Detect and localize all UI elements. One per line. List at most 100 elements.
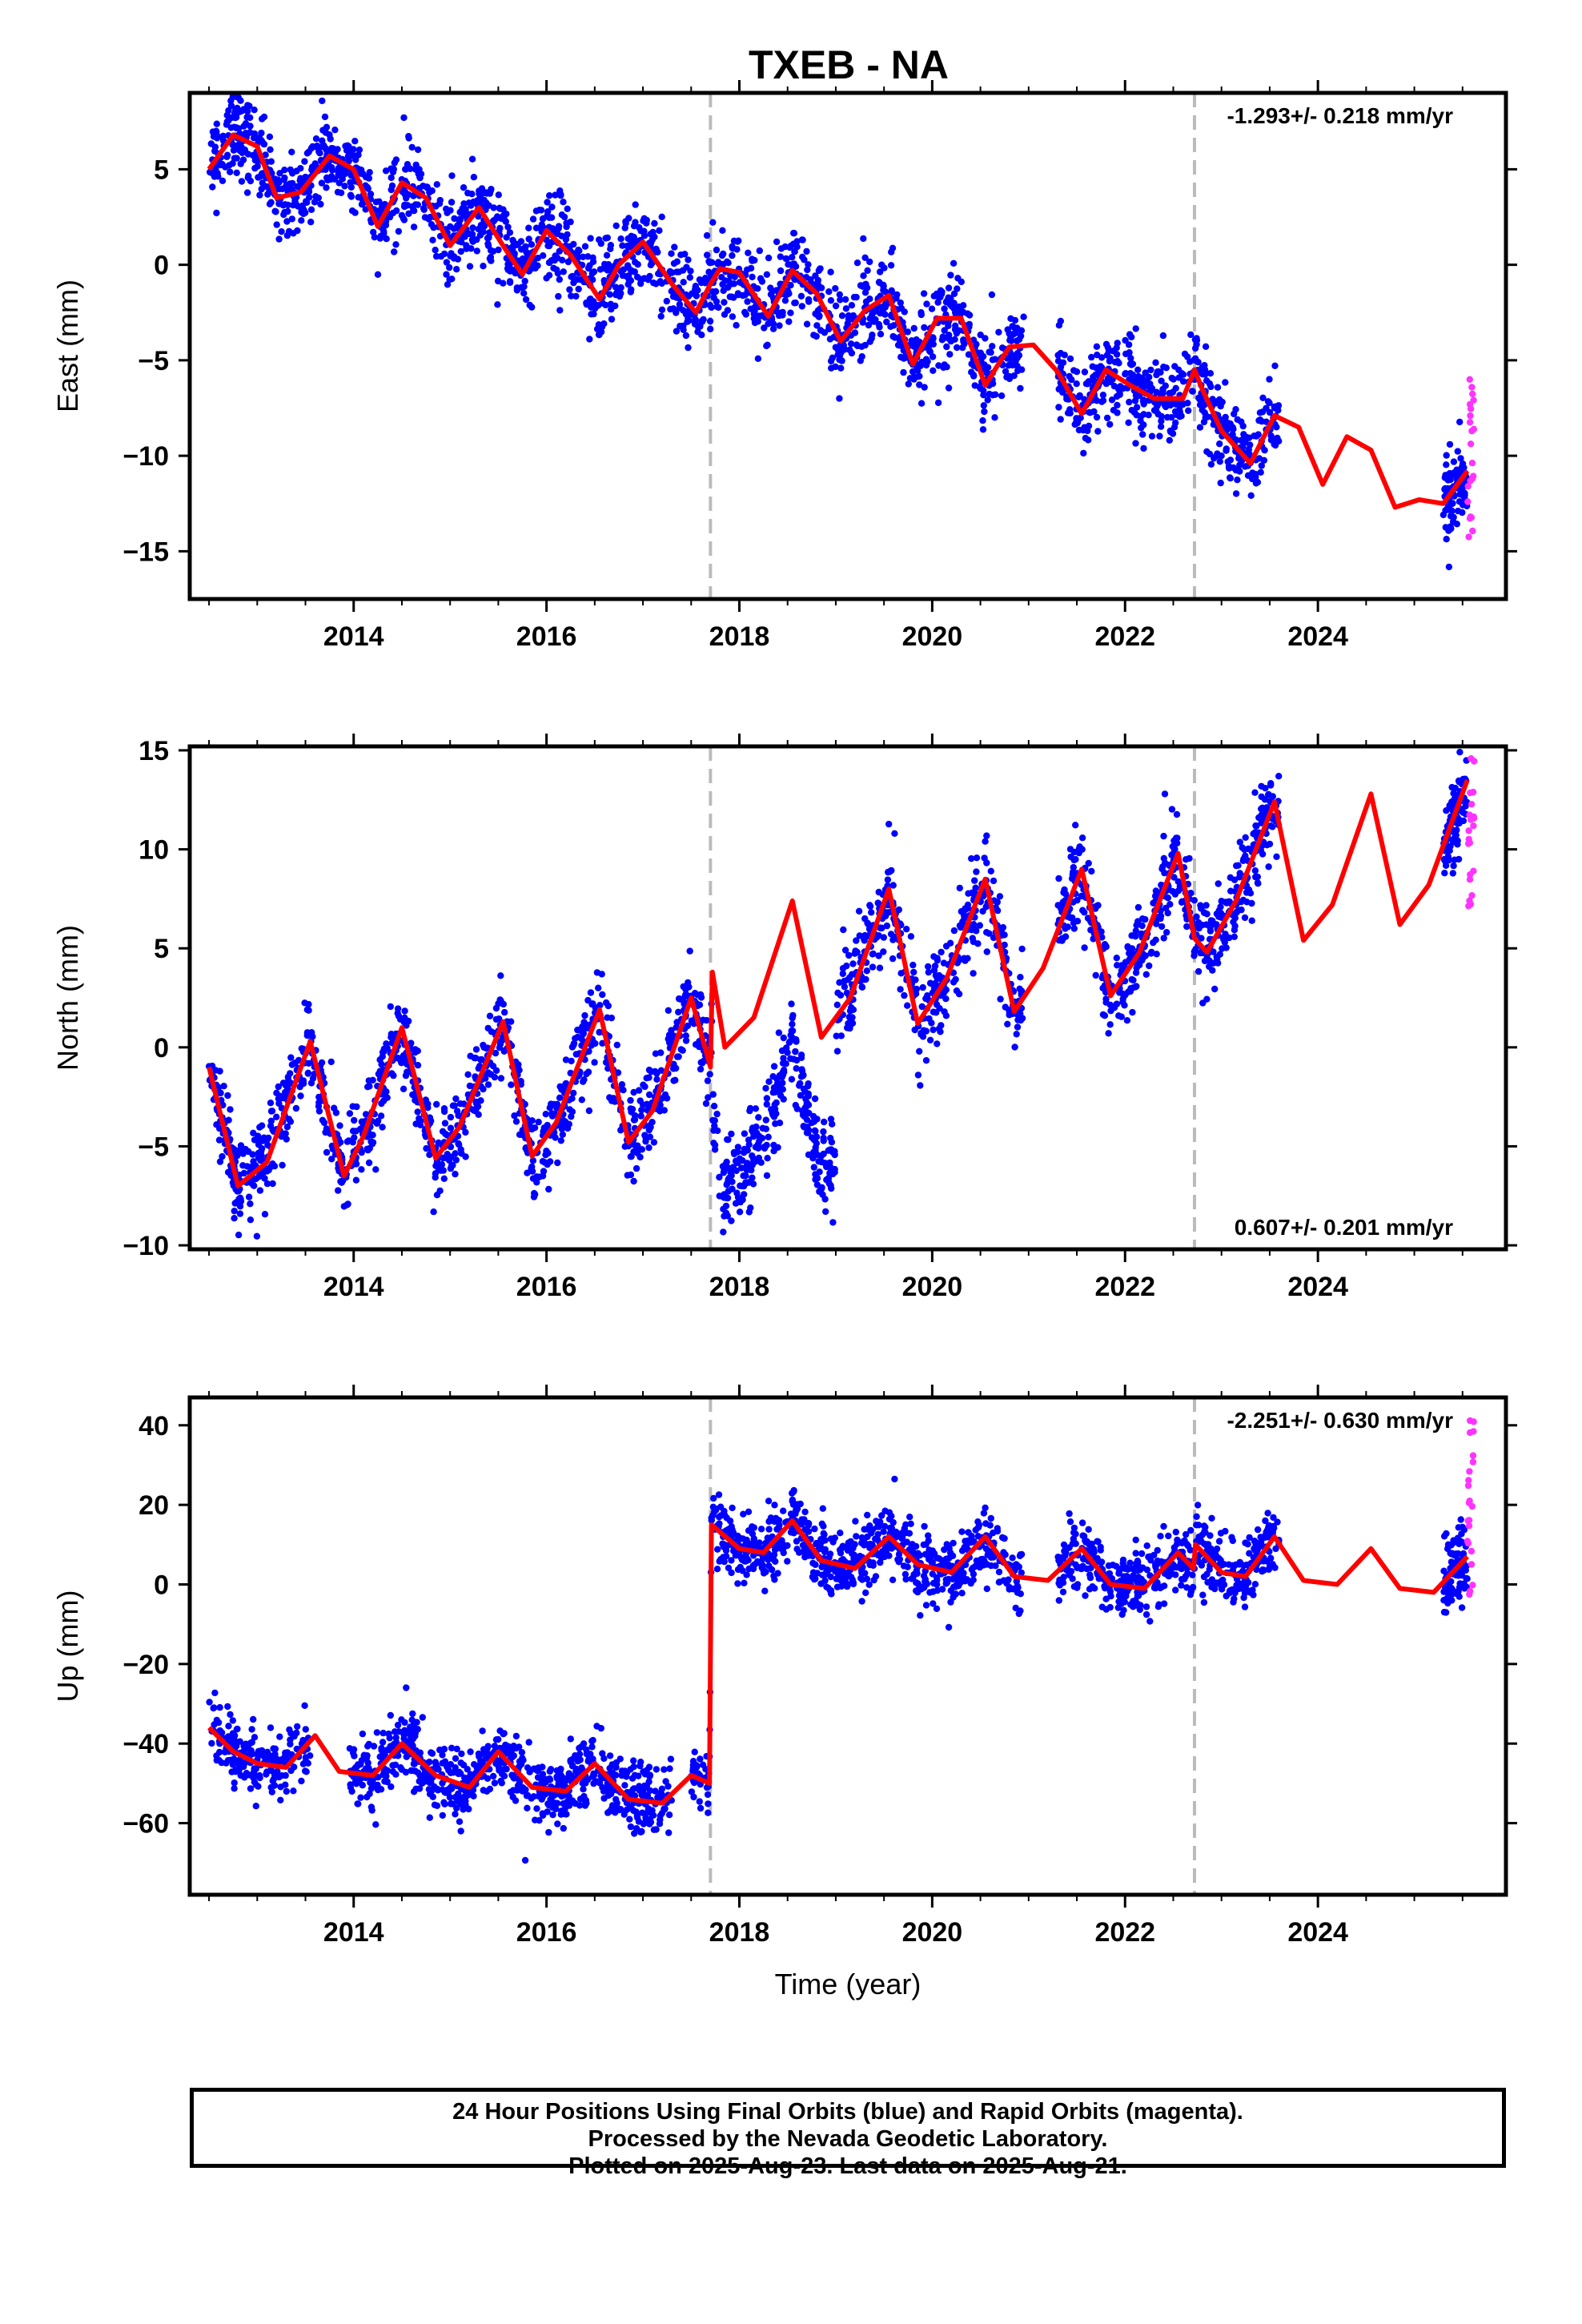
final-point	[421, 214, 429, 221]
final-point	[671, 243, 678, 251]
final-point	[618, 1081, 626, 1088]
final-point	[396, 1015, 404, 1023]
final-point	[359, 1120, 367, 1128]
final-point	[643, 219, 650, 227]
final-point	[832, 285, 839, 292]
final-point	[391, 248, 398, 255]
final-point	[877, 331, 885, 338]
final-point	[568, 1057, 575, 1065]
final-point	[266, 200, 274, 207]
final-point	[1013, 337, 1021, 344]
final-point	[705, 1094, 712, 1101]
final-point	[545, 214, 553, 221]
final-point	[685, 979, 692, 987]
final-point	[793, 1065, 800, 1072]
final-point	[579, 1023, 586, 1031]
final-point	[734, 238, 741, 245]
final-point	[508, 1081, 515, 1088]
final-point	[315, 1108, 323, 1115]
final-point	[292, 1104, 300, 1112]
final-point	[1159, 389, 1166, 397]
final-point	[720, 1228, 727, 1236]
final-point	[980, 402, 988, 409]
final-point	[488, 257, 495, 264]
final-point	[217, 161, 224, 169]
final-point	[709, 259, 716, 266]
final-point	[1217, 479, 1224, 487]
final-point	[219, 1152, 226, 1160]
final-point	[755, 1114, 762, 1121]
final-point	[1449, 870, 1457, 877]
final-point	[1075, 426, 1083, 434]
final-point	[650, 1139, 658, 1146]
final-point	[433, 181, 440, 188]
final-point	[1247, 846, 1255, 853]
final-point	[1168, 851, 1175, 858]
final-point	[789, 1020, 796, 1028]
final-point	[500, 279, 507, 287]
final-point	[1230, 425, 1237, 432]
final-point	[801, 256, 808, 263]
final-point	[213, 209, 220, 217]
final-point	[969, 935, 977, 942]
final-point	[740, 1182, 748, 1190]
final-point	[543, 275, 550, 282]
final-point	[335, 1187, 342, 1194]
final-point	[934, 399, 942, 407]
final-point	[791, 300, 798, 307]
final-point	[1018, 366, 1026, 373]
final-point	[261, 1211, 269, 1218]
final-point	[512, 269, 519, 277]
final-point	[1138, 922, 1146, 930]
final-point	[336, 1122, 343, 1129]
final-point	[715, 259, 722, 266]
final-point	[817, 284, 825, 292]
final-point	[496, 224, 504, 232]
final-point	[553, 1104, 560, 1112]
final-point	[327, 135, 334, 143]
final-point	[692, 283, 699, 291]
final-point	[1456, 490, 1464, 498]
final-point	[711, 1141, 719, 1149]
final-point	[558, 211, 566, 219]
final-point	[752, 1158, 759, 1165]
final-point	[791, 247, 798, 255]
rapid-point	[1470, 425, 1478, 433]
final-point	[1125, 419, 1132, 426]
final-point	[516, 257, 523, 264]
final-point	[628, 239, 635, 247]
final-point	[560, 268, 567, 275]
final-point	[1055, 404, 1062, 411]
final-point	[568, 272, 576, 280]
final-point	[1106, 1021, 1114, 1028]
final-point	[658, 213, 665, 220]
final-point	[297, 165, 304, 172]
final-point	[1116, 391, 1123, 398]
final-point	[258, 1172, 265, 1179]
final-point	[1242, 463, 1249, 470]
final-point	[887, 262, 895, 269]
y-tick-label: −15	[122, 537, 169, 567]
final-point	[668, 1027, 675, 1034]
final-point	[945, 294, 952, 301]
final-point	[769, 325, 777, 332]
final-point	[1274, 403, 1282, 411]
final-point	[440, 1108, 448, 1116]
final-point	[837, 1032, 845, 1039]
final-point	[283, 1124, 291, 1131]
final-point	[475, 213, 482, 220]
final-point	[880, 948, 887, 955]
final-point	[267, 1117, 275, 1125]
final-point	[633, 273, 641, 281]
final-point	[546, 1158, 554, 1165]
final-point	[983, 929, 990, 936]
final-point	[1443, 452, 1450, 459]
final-point	[1248, 899, 1255, 907]
final-point	[239, 1150, 247, 1157]
final-point	[448, 1162, 456, 1169]
final-point	[267, 146, 274, 153]
final-point	[765, 254, 773, 262]
final-point	[1187, 331, 1195, 339]
final-point	[917, 1030, 925, 1037]
final-point	[438, 1161, 446, 1168]
